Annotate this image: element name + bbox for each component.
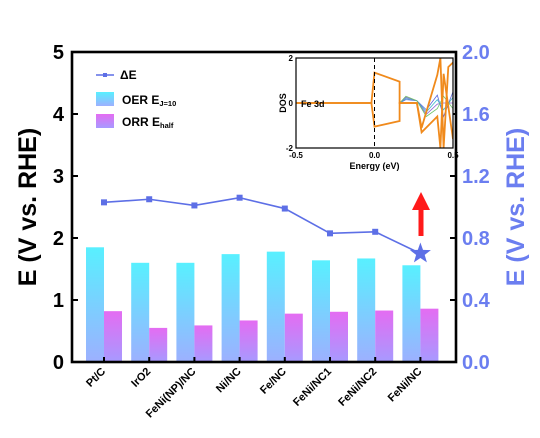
inset-y-tick: -2 [286, 144, 294, 153]
inset-x-tick: -0.5 [289, 151, 303, 160]
bar-oer-1 [131, 262, 150, 362]
bar-orr-7 [420, 308, 439, 362]
left-tick-label: 0 [53, 352, 64, 374]
right-tick-label: 0.4 [462, 290, 491, 312]
legend-delta-marker [103, 73, 107, 77]
bar-orr-1 [149, 327, 168, 362]
bar-orr-6 [375, 310, 394, 362]
delta-line [103, 196, 421, 255]
bar-orr-4 [284, 313, 303, 362]
right-tick-label: 1.2 [462, 166, 490, 188]
left-tick-label: 1 [53, 290, 64, 312]
category-label: Pt/C [84, 366, 108, 390]
bar-orr-3 [239, 320, 258, 362]
delta-star-marker [409, 242, 431, 263]
legend: ΔE OER EJ=10 ORR Ehalf [96, 68, 176, 130]
inset-x-tick: 0.0 [369, 151, 381, 160]
bar-oer-0 [86, 247, 104, 362]
inset-xlabel: Energy (eV) [349, 161, 399, 171]
right-tick-label: 0.0 [462, 352, 490, 374]
delta-point-0 [101, 199, 107, 206]
left-axis-label: E (V vs. RHE) [14, 128, 42, 286]
inset-y-tick: 0 [289, 99, 294, 108]
bar-oer-7 [402, 265, 421, 362]
left-axis: 0 1 2 3 4 5 [53, 42, 78, 374]
category-label: Fe/NC [258, 366, 289, 397]
legend-oer-swatch [96, 92, 114, 106]
inset-annotation-fe3d: Fe 3d [301, 99, 325, 109]
delta-point-4 [281, 205, 288, 212]
right-tick-label: 1.6 [462, 104, 490, 126]
bars-layer [86, 247, 439, 362]
bar-oer-3 [221, 254, 240, 362]
left-tick-label: 2 [53, 228, 64, 250]
legend-orr-label: ORR Ehalf [122, 115, 174, 130]
delta-point-1 [146, 196, 153, 203]
delta-point-2 [191, 202, 198, 209]
category-label: FeNi/NC [386, 366, 425, 405]
inset-minor-trace [399, 95, 453, 118]
delta-line-layer [101, 194, 431, 263]
inset-dos-plot: -0.5 0.0 0.5 -2 0 2 Fe 3d DOS Energy (eV) [278, 54, 459, 171]
left-tick-label: 5 [53, 42, 64, 64]
left-tick-label: 3 [53, 166, 64, 188]
delta-point-6 [372, 228, 379, 235]
category-label: Ni/NC [214, 366, 244, 396]
bar-oer-4 [266, 251, 285, 362]
bar-orr-2 [194, 325, 213, 362]
inset-y-tick: 2 [289, 54, 294, 63]
right-axis-label: E (V vs. RHE) [502, 128, 530, 286]
legend-oer-label: OER EJ=10 [122, 93, 176, 108]
right-tick-label: 0.8 [462, 228, 490, 250]
category-label: IrO2 [129, 366, 153, 390]
inset-lines [296, 58, 453, 148]
bar-oer-5 [312, 260, 330, 362]
inset-axes: -0.5 0.0 0.5 -2 0 2 [286, 54, 459, 160]
bar-orr-5 [330, 311, 348, 362]
bar-orr-0 [104, 311, 122, 362]
legend-orr-swatch [96, 114, 114, 128]
right-tick-label: 2.0 [462, 42, 490, 64]
legend-delta-label: ΔE [120, 68, 137, 82]
delta-point-3 [236, 194, 243, 201]
bar-oer-2 [176, 262, 195, 362]
bar-oer-6 [357, 258, 376, 362]
inset-x-tick: 0.5 [447, 151, 459, 160]
inset-ylabel: DOS [278, 93, 288, 113]
inset-frame [295, 57, 454, 149]
category-label: FeNi/NC1 [291, 366, 334, 409]
plot-frame [70, 50, 458, 364]
left-tick-label: 4 [53, 104, 65, 126]
delta-point-5 [327, 230, 333, 237]
right-axis: 0.0 0.4 0.8 1.2 1.6 2.0 [450, 42, 491, 374]
inset-fe3d-trace-1 [296, 73, 453, 148]
arrow-annotation [412, 192, 430, 236]
category-label: FeNi/NC2 [336, 366, 379, 409]
